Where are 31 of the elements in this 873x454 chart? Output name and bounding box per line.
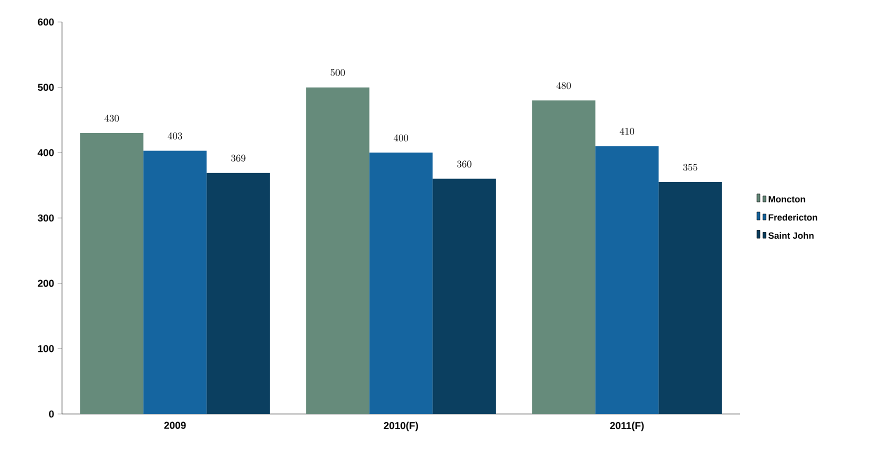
data-label: 360 [457, 160, 472, 168]
y-tick-label: 100 [38, 345, 54, 352]
data-label: 480 [556, 82, 571, 90]
x-tick-label: 2011(F) [610, 422, 644, 432]
bar [532, 100, 596, 414]
bar [595, 146, 659, 414]
data-label: 410 [620, 128, 634, 135]
y-tick-label: 400 [38, 149, 54, 156]
bar [206, 172, 270, 414]
bar [658, 182, 722, 414]
y-tick-label: 0 [49, 410, 54, 418]
bar [432, 178, 496, 414]
legend-label: Moncton [768, 196, 806, 202]
data-label: 430 [104, 114, 119, 122]
x-tick-label: 2010(F) [384, 422, 418, 432]
data-label: 369 [231, 154, 246, 162]
data-label: 400 [394, 134, 408, 142]
bar [143, 150, 207, 414]
bar [306, 87, 370, 414]
data-label: 403 [168, 132, 182, 140]
legend-label: Fredericton [768, 214, 818, 221]
legend-label: Saint John [768, 232, 814, 239]
bar [80, 133, 144, 414]
data-label: 355 [683, 164, 698, 171]
y-tick-label: 300 [38, 214, 54, 222]
bar [369, 152, 433, 414]
y-tick-label: 600 [38, 18, 54, 26]
y-tick-label: 500 [38, 84, 54, 91]
data-label: 500 [330, 69, 345, 76]
x-tick-label: 2009 [164, 422, 186, 429]
y-tick-label: 200 [38, 280, 54, 287]
